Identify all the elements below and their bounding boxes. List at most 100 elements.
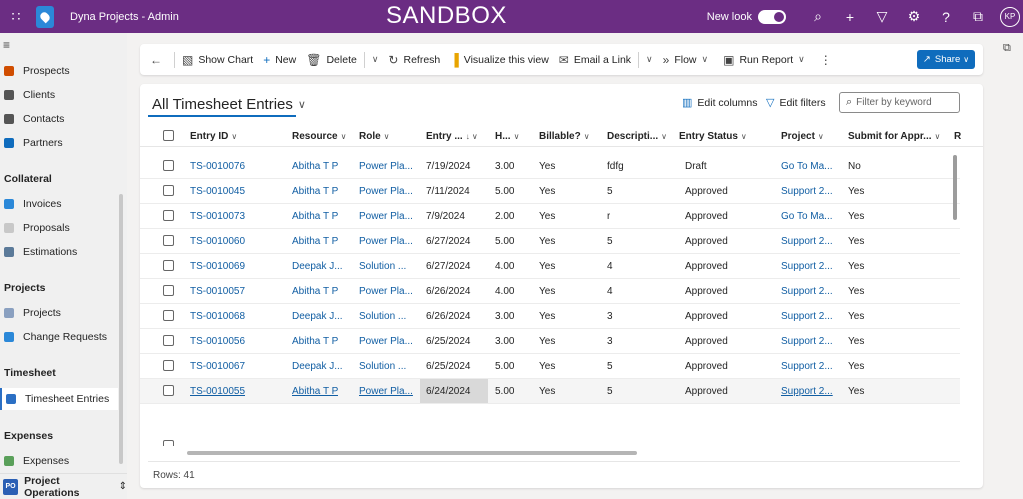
email-link-button[interactable]: ✉ Email a Link (554, 44, 636, 75)
table-row[interactable]: TS-0010055 Abitha T P Power Pla... 6/24/202… (140, 379, 960, 404)
row-checkbox[interactable] (163, 360, 174, 371)
table-row[interactable]: TS-0010076 Abitha T P Power Pla... 7/19/202… (140, 154, 960, 179)
cell-role[interactable]: Power Pla... (359, 185, 413, 197)
cell-role[interactable]: Power Pla... (359, 385, 413, 397)
cell-project[interactable]: Support 2... (781, 360, 833, 372)
header-description[interactable]: Descripti... ∨ (607, 125, 667, 147)
header-role[interactable]: Role ∨ (359, 125, 390, 147)
cell-role[interactable]: Power Pla... (359, 235, 413, 247)
table-row[interactable]: TS-0010045 Abitha T P Power Pla... 7/11/202… (140, 179, 960, 204)
grid-horizontal-scrollbar[interactable] (187, 451, 637, 455)
cell-project[interactable]: Go To Ma... (781, 210, 833, 222)
header-hours[interactable]: H... ∨ (495, 125, 519, 147)
nav-item-timesheet-entries[interactable]: Timesheet Entries (0, 388, 118, 410)
header-submit-for-approval[interactable]: Submit for Appr... ∨ (848, 125, 940, 147)
cell-entry-id[interactable]: TS-0010060 (190, 235, 246, 247)
cell-entry-id[interactable]: TS-0010056 (190, 335, 246, 347)
select-all-checkbox[interactable] (163, 130, 174, 141)
nav-item-estimations[interactable]: Estimations (0, 241, 118, 263)
cell-project[interactable]: Support 2... (781, 185, 833, 197)
cell-resource[interactable]: Abitha T P (292, 235, 339, 247)
header-billable[interactable]: Billable? ∨ (539, 125, 590, 147)
cell-resource[interactable]: Abitha T P (292, 285, 339, 297)
cell-role[interactable]: Solution ... (359, 310, 407, 322)
nav-item-partners[interactable]: Partners (0, 132, 118, 154)
view-selector[interactable]: All Timesheet Entries ∨ (152, 96, 306, 113)
refresh-button[interactable]: ↻ Refresh (383, 44, 445, 75)
settings-icon[interactable]: ⚙ (907, 8, 921, 24)
avatar[interactable]: KP (1000, 6, 1020, 27)
row-checkbox[interactable] (163, 335, 174, 346)
cell-project[interactable]: Support 2... (781, 235, 833, 247)
cell-project[interactable]: Support 2... (781, 310, 833, 322)
header-resource[interactable]: Resource ∨ (292, 125, 346, 147)
header-entry-date[interactable]: Entry ... ↓ ∨ (426, 125, 478, 147)
row-checkbox[interactable] (163, 260, 174, 271)
run-report-button[interactable]: ▣ Run Report ∨ (718, 44, 815, 75)
nav-item-prospects[interactable]: Prospects (0, 60, 118, 82)
nav-item-invoices[interactable]: Invoices (0, 193, 118, 215)
cell-role[interactable]: Power Pla... (359, 210, 413, 222)
row-checkbox[interactable] (163, 310, 174, 321)
cell-entry-id[interactable]: TS-0010076 (190, 160, 246, 172)
row-checkbox[interactable] (163, 285, 174, 296)
cell-project[interactable]: Support 2... (781, 335, 833, 347)
keyword-filter-input[interactable] (856, 97, 947, 108)
row-checkbox[interactable] (163, 235, 174, 246)
cell-resource[interactable]: Deepak J... (292, 310, 343, 322)
cell-role[interactable]: Power Pla... (359, 285, 413, 297)
chevron-down-icon[interactable]: ∨ (371, 54, 379, 64)
cell-entry-id[interactable]: TS-0010067 (190, 360, 246, 372)
cell-role[interactable]: Solution ... (359, 260, 407, 272)
hamburger-icon[interactable]: ≡ (3, 38, 11, 52)
cell-resource[interactable]: Abitha T P (292, 160, 339, 172)
copilot-side-icon[interactable]: ⧉ (1003, 42, 1011, 54)
header-project[interactable]: Project ∨ (781, 125, 824, 147)
row-checkbox[interactable] (163, 210, 174, 221)
show-chart-button[interactable]: ▧ Show Chart (177, 44, 258, 75)
cell-entry-id[interactable]: TS-0010069 (190, 260, 246, 272)
new-button[interactable]: + New (258, 44, 301, 75)
copilot-icon[interactable]: ⧉ (973, 8, 983, 24)
nav-item-proposals[interactable]: Proposals (0, 217, 118, 239)
back-button[interactable]: ← (140, 44, 172, 75)
nav-scrollbar[interactable] (119, 194, 123, 464)
cell-entry-id[interactable]: TS-0010073 (190, 210, 246, 222)
nav-item-projects[interactable]: Projects (0, 302, 118, 324)
cell-entry-id[interactable]: TS-0010068 (190, 310, 246, 322)
header-entry-status[interactable]: Entry Status ∨ (679, 125, 747, 147)
row-checkbox[interactable] (163, 385, 174, 396)
cell-entry-id[interactable]: TS-0010055 (190, 385, 246, 397)
header-r[interactable]: R (954, 125, 961, 147)
chevron-down-icon[interactable]: ∨ (646, 54, 653, 64)
cell-project[interactable]: Support 2... (781, 385, 833, 397)
nav-item-contacts[interactable]: Contacts (0, 108, 118, 130)
more-commands-button[interactable]: ⋮ (815, 44, 842, 75)
table-row[interactable]: TS-0010073 Abitha T P Power Pla... 7/9/2024… (140, 204, 960, 229)
row-checkbox[interactable] (163, 185, 174, 196)
edit-filters-button[interactable]: ▽ Edit filters (766, 96, 826, 110)
cell-resource[interactable]: Deepak J... (292, 260, 343, 272)
lightbulb-icon[interactable]: ⌕ (814, 8, 822, 24)
cell-project[interactable]: Go To Ma... (781, 160, 833, 172)
cell-role[interactable]: Power Pla... (359, 160, 413, 172)
header-entry-id[interactable]: Entry ID ∨ (190, 125, 237, 147)
table-row[interactable]: TS-0010060 Abitha T P Power Pla... 6/27/202… (140, 229, 960, 254)
cell-role[interactable]: Solution ... (359, 360, 407, 372)
cell-resource[interactable]: Abitha T P (292, 385, 339, 397)
area-switcher[interactable]: PO Project Operations ⇕ (0, 473, 127, 499)
cell-project[interactable]: Support 2... (781, 260, 833, 272)
table-row[interactable]: TS-0010067 Deepak J... Solution ... 6/25/20… (140, 354, 960, 379)
app-title[interactable]: Dyna Projects - Admin (70, 10, 179, 23)
table-row[interactable]: TS-0010069 Deepak J... Solution ... 6/27/20… (140, 254, 960, 279)
grid-vertical-scrollbar[interactable] (953, 155, 957, 220)
table-row[interactable]: TS-0010056 Abitha T P Power Pla... 6/25/202… (140, 329, 960, 354)
row-checkbox[interactable] (163, 160, 174, 171)
delete-button[interactable]: 🗑︎ Delete (301, 44, 362, 75)
nav-item-expenses[interactable]: Expenses (0, 450, 118, 472)
cell-resource[interactable]: Abitha T P (292, 210, 339, 222)
visualize-button[interactable]: ▐ Visualize this view (445, 44, 554, 75)
plus-icon[interactable]: + (845, 8, 855, 25)
keyword-filter[interactable]: ⌕ (839, 92, 960, 113)
table-row[interactable]: TS-0010057 Abitha T P Power Pla... 6/26/202… (140, 279, 960, 304)
